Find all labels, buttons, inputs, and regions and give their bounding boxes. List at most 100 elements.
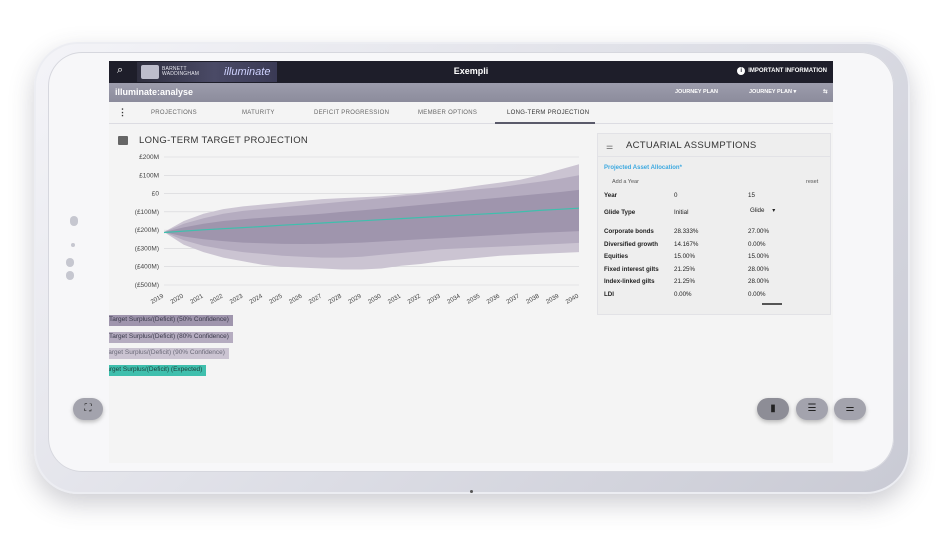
year-value-1[interactable]: 0 — [674, 192, 678, 199]
side-button-3 — [66, 258, 74, 267]
x-tick-label: 2035 — [466, 292, 482, 305]
horizontal-scrollbar[interactable] — [762, 303, 782, 305]
y-tick-label: (£300M) — [135, 245, 159, 252]
tab-member-options[interactable]: MEMBER OPTIONS — [418, 110, 478, 116]
allocation-initial-value[interactable]: 0.00% — [674, 290, 692, 298]
chart-title: LONG-TERM TARGET PROJECTION — [139, 135, 309, 146]
allocation-glide-value[interactable]: 15.00% — [748, 253, 769, 260]
scheme-title: Exempli — [453, 66, 489, 76]
allocation-glide-value[interactable]: 28.00% — [748, 278, 769, 285]
allocation-glide-value[interactable]: 28.00% — [748, 265, 769, 273]
x-tick-label: 2040 — [565, 292, 581, 305]
allocation-initial-value[interactable]: 21.25% — [674, 265, 695, 273]
glide-type-initial: Initial — [674, 209, 689, 216]
important-info-link[interactable]: i IMPORTANT INFORMATION — [737, 67, 827, 75]
allocation-glide-value[interactable]: 0.00% — [748, 290, 766, 298]
y-tick-label: (£500M) — [135, 282, 159, 289]
important-info-label: IMPORTANT INFORMATION — [748, 68, 827, 74]
asset-allocation-heading: Projected Asset Allocation* — [604, 165, 682, 171]
long-term-projection-chart: £200M £100M £0 (£100M) (£200M) (£300M) (£400M)… — [135, 154, 581, 306]
actuarial-assumptions-panel: ⚌ ACTUARIAL ASSUMPTIONS Projected Asset … — [597, 133, 831, 315]
chart-view-button[interactable]: ▮ — [757, 398, 789, 420]
nav-swap-icon[interactable]: ⇆ — [823, 89, 828, 95]
chart-icon: ▮ — [770, 403, 776, 414]
assumptions-button[interactable]: ⚌ — [834, 398, 866, 420]
x-tick-label: 2026 — [288, 292, 304, 305]
allocation-glide-value[interactable]: 27.00% — [748, 228, 769, 235]
confidence-band — [164, 189, 579, 244]
kebab-menu-icon[interactable]: ⋮ — [118, 107, 127, 117]
allocation-initial-value[interactable]: 21.25% — [674, 278, 695, 285]
y-tick-label: £100M — [139, 172, 159, 179]
x-tick-label: 2025 — [268, 292, 284, 305]
glide-type-select[interactable]: Glide ▾ — [750, 207, 775, 214]
x-tick-label: 2024 — [248, 292, 264, 305]
asset-class-label: LDI — [604, 290, 614, 298]
list-icon: ☰ — [807, 403, 817, 414]
app-screen: ⌕ BARNETT WADDINGHAM illuminate Exempli … — [109, 61, 833, 463]
y-tick-label: £0 — [152, 191, 160, 198]
x-tick-label: 2029 — [347, 292, 363, 305]
asset-class-label: Index-linked gilts — [604, 278, 655, 285]
search-icon[interactable]: ⌕ — [117, 64, 124, 76]
y-tick-label: (£400M) — [135, 264, 159, 271]
divider — [598, 156, 830, 157]
nav-journey-plan-dropdown[interactable]: JOURNEY PLAN ▾ — [749, 89, 797, 95]
bar-chart-icon — [118, 136, 128, 145]
side-button-1 — [70, 216, 78, 226]
x-tick-label: 2033 — [426, 292, 442, 305]
y-tick-label: (£100M) — [135, 209, 159, 216]
tab-long-term-projection[interactable]: LONG-TERM PROJECTION — [507, 110, 590, 116]
sub-header: illuminate:analyse JOURNEY PLAN JOURNEY … — [109, 83, 833, 102]
x-tick-label: 2039 — [545, 292, 561, 305]
add-year-button[interactable]: Add a Year — [612, 179, 639, 185]
home-indicator — [470, 490, 473, 493]
legend-item[interactable]: Target Surplus/(Deficit) (Expected) — [109, 365, 207, 376]
expand-icon: ⛶ — [84, 403, 92, 414]
legend-item[interactable]: Target Surplus/(Deficit) (80% Confidence… — [109, 332, 233, 343]
x-tick-label: 2028 — [327, 292, 343, 305]
asset-class-label: Corporate bonds — [604, 228, 654, 235]
x-tick-label: 2032 — [406, 292, 422, 305]
x-tick-label: 2034 — [446, 292, 462, 305]
year-value-2[interactable]: 15 — [748, 192, 755, 199]
x-tick-label: 2031 — [387, 292, 403, 305]
x-tick-label: 2036 — [486, 292, 502, 305]
legend-item[interactable]: Target Surplus/(Deficit) (50% Confidence… — [109, 315, 233, 326]
x-tick-label: 2038 — [525, 292, 541, 305]
y-tick-label: (£200M) — [135, 227, 159, 234]
chevron-down-icon: ▾ — [772, 207, 776, 214]
allocation-glide-value[interactable]: 0.00% — [748, 240, 766, 248]
tab-deficit-progression[interactable]: DEFICIT PROGRESSION — [314, 110, 390, 116]
logo-product: illuminate — [224, 66, 271, 78]
x-tick-label: 2027 — [308, 292, 324, 305]
sliders-icon: ⚌ — [845, 403, 855, 414]
allocation-initial-value[interactable]: 15.00% — [674, 253, 695, 260]
logo-mark-icon — [141, 65, 159, 79]
asset-class-label: Diversified growth — [604, 240, 658, 248]
app-name: illuminate:analyse — [115, 87, 194, 97]
allocation-initial-value[interactable]: 28.333% — [674, 228, 699, 235]
allocation-initial-value[interactable]: 14.167% — [674, 240, 699, 248]
x-tick-label: 2037 — [505, 292, 521, 305]
assumptions-title: ACTUARIAL ASSUMPTIONS — [626, 140, 757, 151]
brand-logo: BARNETT WADDINGHAM illuminate — [137, 62, 277, 82]
legend-item[interactable]: Target Surplus/(Deficit) (90% Confidence… — [109, 348, 229, 359]
x-tick-label: 2030 — [367, 292, 383, 305]
glide-type-select-value: Glide — [750, 207, 765, 214]
list-view-button[interactable]: ☰ — [796, 398, 828, 420]
expected-series-line — [163, 207, 580, 234]
x-tick-label: 2019 — [150, 292, 166, 305]
y-tick-label: £200M — [139, 154, 159, 161]
tab-projections[interactable]: PROJECTIONS — [151, 110, 197, 116]
info-icon: i — [737, 67, 746, 75]
nav-journey-plan[interactable]: JOURNEY PLAN — [675, 89, 718, 95]
reset-button[interactable]: reset — [806, 179, 819, 185]
year-label: Year — [604, 192, 618, 199]
tab-bar: ⋮ PROJECTIONS MATURITY DEFICIT PROGRESSI… — [109, 102, 833, 124]
side-button-4 — [66, 271, 74, 280]
glide-type-label: Glide Type — [604, 209, 636, 216]
tab-maturity[interactable]: MATURITY — [242, 110, 275, 116]
x-tick-label: 2021 — [189, 292, 205, 305]
expand-button-outer[interactable]: ⛶ — [73, 398, 103, 420]
